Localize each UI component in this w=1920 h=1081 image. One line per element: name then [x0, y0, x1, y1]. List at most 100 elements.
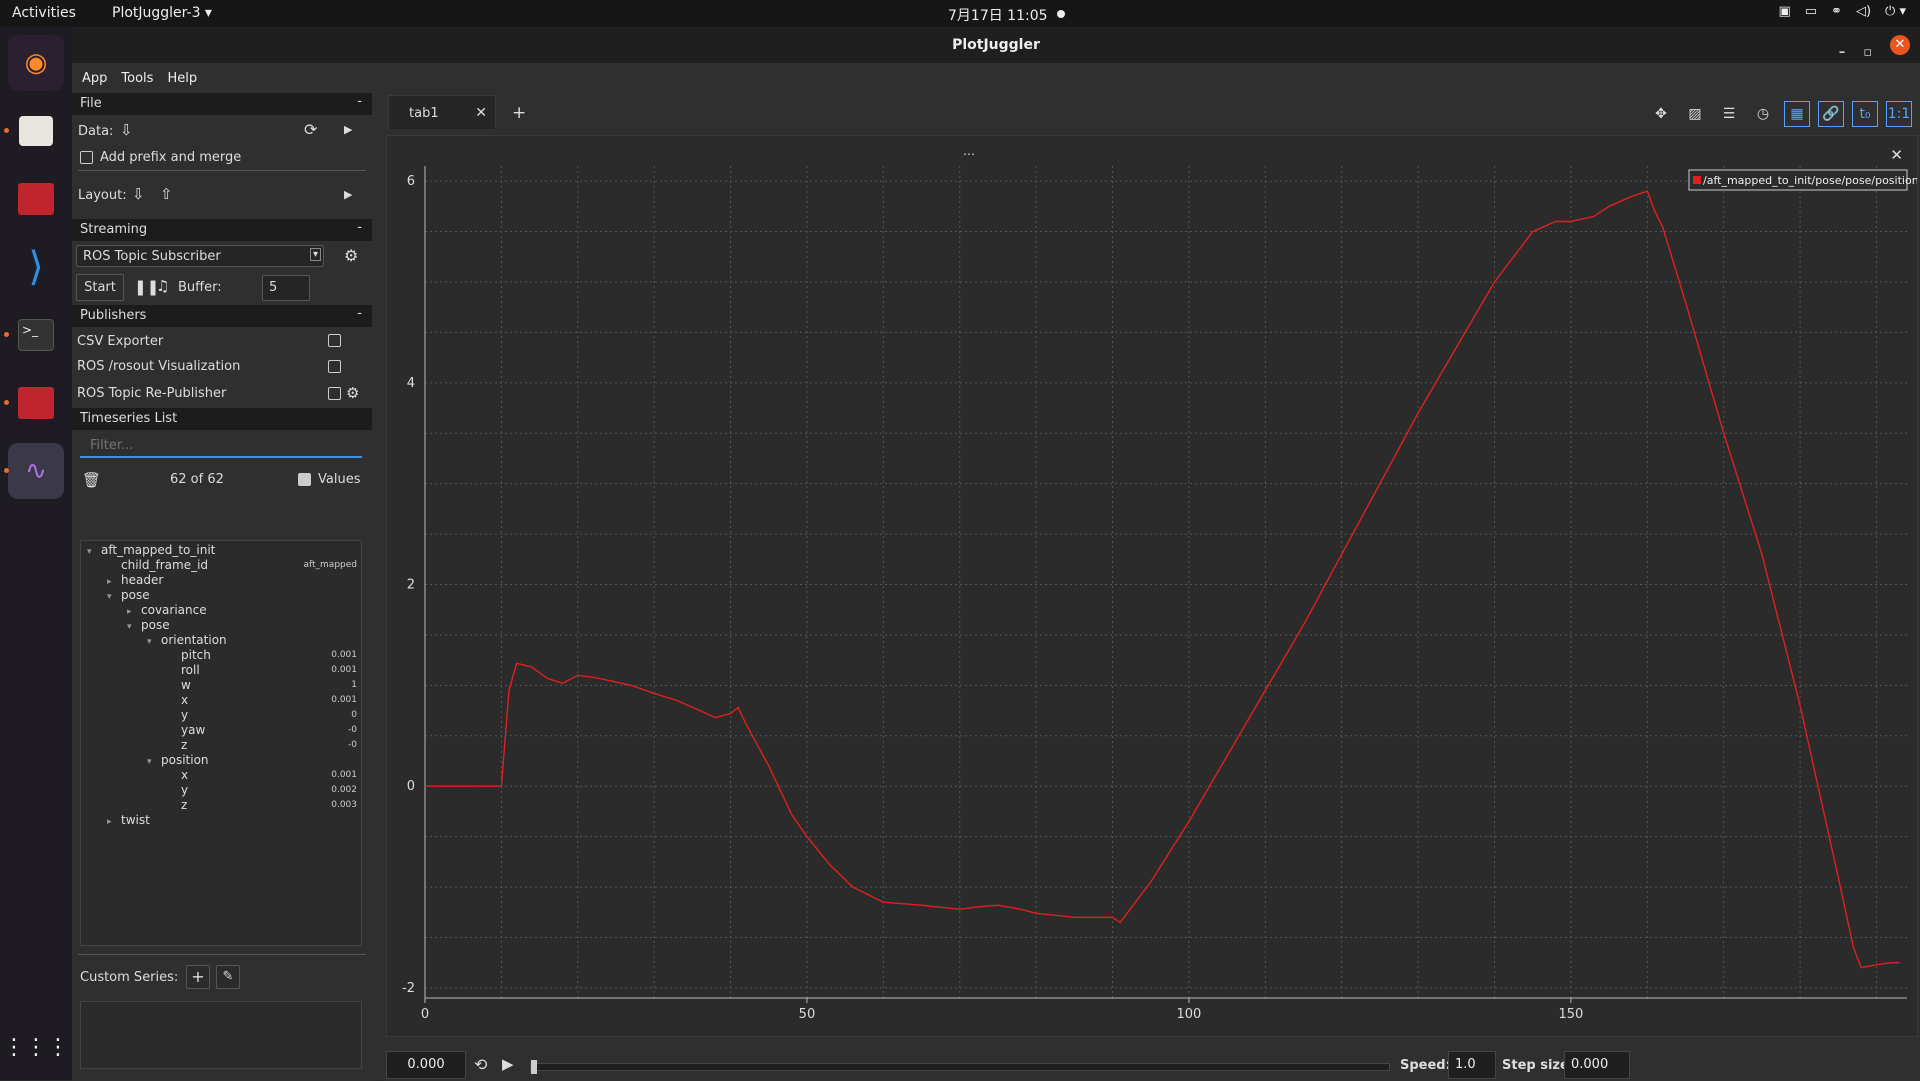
loop-icon[interactable]: ⟲ [474, 1055, 488, 1074]
data-expand-icon[interactable]: ▶ [344, 123, 353, 136]
tree-item[interactable]: ▸ twist [107, 813, 150, 828]
buffer-spinbox[interactable]: 5 [262, 275, 310, 301]
tree-item[interactable]: child_frame_id [107, 558, 208, 573]
grid-icon[interactable]: ▦ [1784, 101, 1810, 127]
more-icon[interactable]: … [963, 144, 975, 158]
tree-item[interactable]: yaw [167, 723, 205, 738]
tab-tab1[interactable]: tab1 ✕ [388, 95, 496, 129]
close-tab-icon[interactable]: ✕ [475, 105, 487, 121]
link-icon[interactable]: 🔗 [1818, 101, 1844, 127]
speed-spinbox[interactable]: 1.0 [1448, 1051, 1496, 1079]
menu-tools[interactable]: Tools [121, 71, 154, 86]
publisher-csv-checkbox[interactable] [328, 334, 341, 347]
time-field[interactable]: 0.000 [386, 1051, 466, 1079]
step-size-spinbox[interactable]: 0.000 [1564, 1051, 1630, 1079]
tree-item[interactable]: w [167, 678, 191, 693]
volume-icon[interactable]: ◁) [1855, 4, 1872, 19]
publisher-rosout-checkbox[interactable] [328, 360, 341, 373]
menu-help[interactable]: Help [167, 71, 198, 86]
chevron-down-icon[interactable]: ▾ [147, 637, 152, 647]
vscode-icon[interactable]: ⟩ [28, 244, 44, 290]
chevron-down-icon[interactable]: ▾ [147, 757, 152, 767]
tree-item[interactable]: ▾ orientation [147, 633, 227, 648]
ratio-icon[interactable]: 1:1 [1886, 101, 1912, 127]
chevron-down-icon[interactable]: ▾ [127, 622, 132, 632]
plotjuggler-window: PlotJuggler – ▫ ✕ App Tools Help File - D… [72, 27, 1920, 1081]
t0-icon[interactable]: t₀ [1852, 101, 1878, 127]
camera-icon[interactable]: ▣ [1778, 4, 1791, 19]
timeseries-tree[interactable]: ▾ aft_mapped_to_init child_frame_id aft_map… [80, 540, 362, 946]
chevron-down-icon[interactable]: ▾ [107, 592, 112, 602]
prefix-checkbox[interactable] [80, 151, 93, 164]
tree-item[interactable]: ▾ pose [127, 618, 170, 633]
trash-icon[interactable]: 🗑 [82, 471, 102, 489]
close-icon[interactable]: ✕ [1890, 35, 1910, 55]
chevron-down-icon[interactable]: ▾ [87, 547, 92, 557]
network-icon[interactable]: ⚭ [1831, 4, 1842, 19]
tree-item[interactable]: z [167, 798, 187, 813]
legend-icon[interactable]: ☰ [1722, 106, 1736, 122]
tree-item[interactable]: x [167, 768, 188, 783]
load-layout-icon[interactable]: ⇩ [132, 185, 145, 203]
chevron-right-icon[interactable]: ▸ [107, 817, 112, 827]
line-chart[interactable]: 0 50 100 150 -2 0 2 4 6/aft_mapped_to_init/pose/… [387, 136, 1920, 1036]
tree-item[interactable]: pitch [167, 648, 211, 663]
close-plot-icon[interactable]: ✕ [1890, 146, 1903, 164]
play-icon[interactable]: ▶ [502, 1055, 514, 1073]
plotjuggler-icon[interactable]: ∿ [4, 443, 64, 499]
republisher-gear-icon[interactable]: ⚙ [346, 384, 360, 402]
add-custom-series-button[interactable]: + [186, 965, 210, 989]
tree-item[interactable]: ▾ aft_mapped_to_init [87, 543, 215, 558]
firefox-icon[interactable]: ◉ [8, 35, 64, 91]
system-tray[interactable]: ▣ ▭ ⚭ ◁) ⏻ ▾ [1778, 4, 1906, 19]
file-section-header[interactable]: File - [72, 93, 372, 115]
chevron-right-icon[interactable]: ▸ [107, 577, 112, 587]
publishers-section-header[interactable]: Publishers - [72, 305, 372, 327]
publisher-republisher-checkbox[interactable] [328, 387, 341, 400]
clock[interactable]: 7月17日 11:05 [948, 8, 1048, 24]
tree-item[interactable]: x [167, 693, 188, 708]
layout-expand-icon[interactable]: ▶ [344, 188, 353, 201]
pause-icon[interactable]: ❚❚ [134, 278, 160, 296]
start-button[interactable]: Start [76, 274, 124, 301]
tree-item[interactable]: ▾ position [147, 753, 209, 768]
plot-widget[interactable]: 0 50 100 150 -2 0 2 4 6/aft_mapped_to_init/pose/… [386, 135, 1920, 1037]
custom-series-list[interactable] [80, 1001, 362, 1069]
values-checkbox[interactable] [298, 473, 311, 486]
activities-button[interactable]: Activities [12, 5, 76, 21]
plotjuggler-window-icon[interactable] [8, 171, 64, 227]
edit-custom-series-button[interactable]: ✎ [216, 965, 240, 989]
files-icon[interactable] [4, 103, 64, 159]
terminal-icon[interactable]: >_ [4, 307, 64, 363]
tree-item[interactable]: y [167, 708, 188, 723]
streaming-settings-gear-icon[interactable]: ⚙ [344, 246, 359, 265]
minimize-icon[interactable]: – [1838, 45, 1846, 60]
streaming-section-header[interactable]: Streaming - [72, 219, 372, 241]
chevron-right-icon[interactable]: ▸ [127, 607, 132, 617]
tree-item[interactable]: ▾ pose [107, 588, 150, 603]
move-icon[interactable]: ✥ [1655, 106, 1667, 122]
menu-app[interactable]: App [82, 71, 108, 86]
save-layout-icon[interactable]: ⇧ [160, 185, 173, 203]
filter-input[interactable] [80, 434, 362, 458]
keyboard-icon[interactable]: ▭ [1804, 4, 1818, 19]
app-window-icon[interactable] [4, 375, 64, 431]
tree-item[interactable]: roll [167, 663, 200, 678]
tree-item[interactable]: z [167, 738, 187, 753]
tree-item[interactable]: ▸ header [107, 573, 163, 588]
tree-item[interactable]: y [167, 783, 188, 798]
tree-item[interactable]: ▸ covariance [127, 603, 207, 618]
bell-icon[interactable]: ♫ [156, 277, 170, 295]
power-icon[interactable]: ⏻ ▾ [1885, 4, 1906, 19]
slider-handle[interactable] [531, 1060, 537, 1074]
app-menu[interactable]: PlotJuggler-3 ▾ [112, 5, 212, 21]
time-icon[interactable]: ◷ [1756, 106, 1770, 122]
load-data-icon[interactable]: ⇩ [120, 121, 133, 139]
reload-icon[interactable]: ⟳ [304, 120, 318, 139]
maximize-icon[interactable]: ▫ [1863, 45, 1872, 60]
show-apps-icon[interactable]: ⋮⋮⋮ [3, 1034, 69, 1060]
add-tab-button[interactable]: + [512, 103, 527, 123]
streaming-source-select[interactable]: ROS Topic Subscriber ▾ [76, 245, 324, 267]
time-slider[interactable] [530, 1060, 1390, 1074]
chart-style-icon[interactable]: ▨ [1688, 106, 1702, 122]
